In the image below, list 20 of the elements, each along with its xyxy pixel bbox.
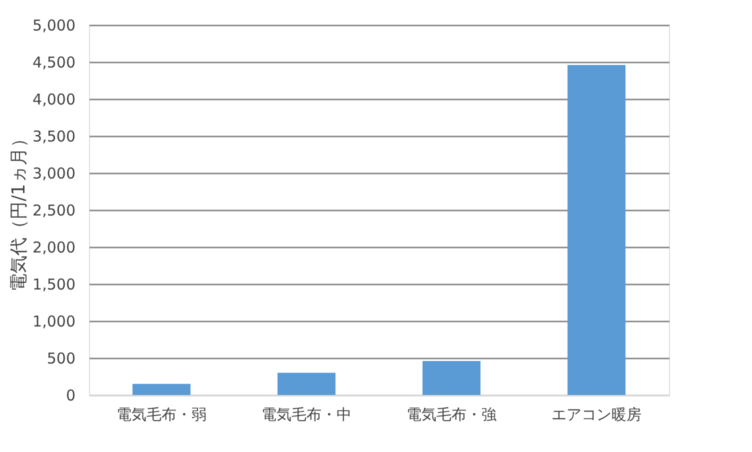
y-tick-label: 4,000 [32,90,76,108]
y-axis-title: 電気代（円/1ヵ月） [8,130,30,292]
x-tick-label: エアコン暖房 [552,406,642,424]
y-tick-label: 2,500 [32,202,76,220]
y-tick-label: 500 [46,350,76,368]
x-tick-label: 電気毛布・強 [406,406,496,424]
y-tick-label: 3,500 [32,128,76,146]
y-tick-label: 2,000 [32,238,76,256]
bar [278,372,336,395]
y-tick-label: 4,500 [32,54,76,72]
bar [132,384,190,395]
x-tick-label: 電気毛布・弱 [116,406,206,424]
bar [568,64,626,395]
y-tick-label: 3,000 [32,164,76,182]
x-tick-label: 電気毛布・中 [262,406,352,424]
y-tick-label: 5,000 [32,16,76,34]
y-tick-label: 1,500 [32,276,76,294]
y-tick-label: 1,000 [32,312,76,330]
y-tick-label: 0 [66,386,76,404]
bar [422,360,480,395]
